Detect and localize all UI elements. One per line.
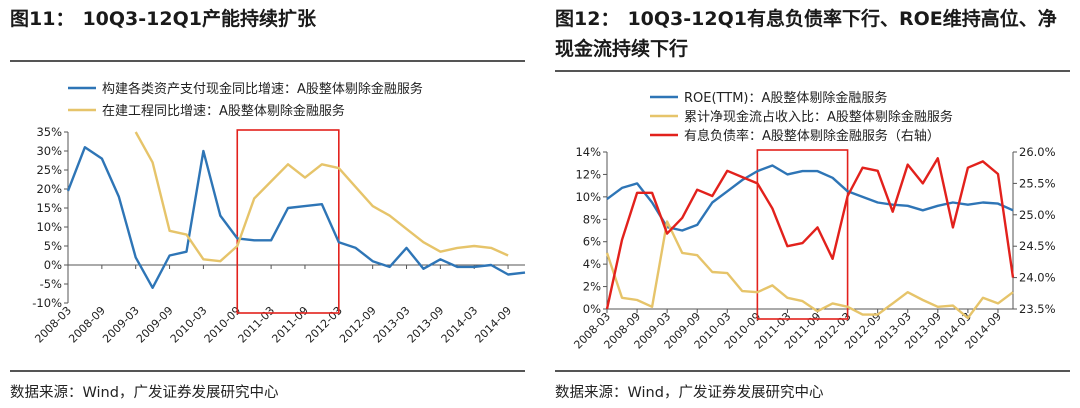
highlight-box (756, 149, 849, 320)
figure-12: 图12： 10Q3-12Q1有息负债率下行、ROE维持高位、净现金流持续下行 RO… (555, 0, 1080, 408)
y-tick-label: 8% (583, 212, 601, 226)
title-rule (555, 70, 1070, 72)
series-line (66, 146, 526, 289)
legend-label: 在建工程同比增速：A股整体剔除金融服务 (102, 103, 345, 119)
y-tick-label: 25% (36, 163, 62, 177)
y2-tick-label: 25.0% (1019, 208, 1056, 222)
y-tick-label: 6% (583, 235, 601, 249)
y-tick-label: 4% (583, 257, 601, 271)
y-tick-label: 20% (36, 182, 62, 196)
y-tick-label: -10% (32, 296, 62, 310)
series-line (605, 220, 1014, 320)
chart-roe-debt-cashflow: ROE(TTM)：A股整体剔除金融服务累计净现金流占收入比：A股整体剔除金融服务… (571, 90, 1056, 352)
series-line (605, 157, 1015, 310)
figure-title: 图12： 10Q3-12Q1有息负债率下行、ROE维持高位、净现金流持续下行 (555, 4, 1070, 64)
series-line (606, 164, 1014, 232)
title-rule (10, 60, 525, 62)
figure-title-text: 10Q3-12Q1有息负债率下行、ROE维持高位、净现金流持续下行 (555, 8, 1057, 60)
legend-label: 构建各类资产支付现金同比增速：A股整体剔除金融服务 (102, 81, 423, 97)
y2-tick-label: 23.5% (1019, 302, 1056, 316)
source-note: 数据来源：Wind，广发证券发展研究中心 (555, 385, 824, 401)
y2-tick-label: 26.0% (1019, 145, 1056, 159)
y-tick-label: 15% (36, 201, 62, 215)
y-tick-label: 12% (575, 167, 601, 181)
source-note: 数据来源：Wind，广发证券发展研究中心 (10, 385, 279, 401)
y-tick-label: 30% (36, 144, 62, 158)
footer-rule (555, 370, 1070, 372)
chart-capacity-expansion: 构建各类资产支付现金同比增速：A股整体剔除金融服务在建工程同比增速：A股整体剔除… (32, 81, 526, 346)
y2-tick-label: 25.5% (1019, 176, 1056, 190)
figure-title-text: 10Q3-12Q1产能持续扩张 (82, 8, 316, 30)
legend-label: 有息负债率：A股整体剔除金融服务（右轴） (684, 128, 940, 144)
x-tick-label: 2014-09 (472, 304, 514, 346)
y-tick-label: 14% (575, 145, 601, 159)
y-tick-label: 5% (44, 239, 62, 253)
y-tick-label: 0% (44, 258, 62, 272)
y-tick-label: 10% (575, 190, 601, 204)
figure-title: 图11： 10Q3-12Q1产能持续扩张 (10, 4, 525, 34)
y2-tick-label: 24.0% (1019, 271, 1056, 285)
y-tick-label: 35% (36, 125, 62, 139)
figure-11: 图11： 10Q3-12Q1产能持续扩张 构建各类资产支付现金同比增速：A股整体剔… (10, 0, 535, 408)
series-line (134, 131, 509, 263)
footer-rule (10, 370, 525, 372)
y-tick-label: 0% (583, 302, 601, 316)
highlight-box (236, 129, 340, 314)
y-tick-label: 2% (583, 280, 601, 294)
y2-tick-label: 24.5% (1019, 239, 1056, 253)
y-tick-label: -5% (40, 277, 62, 291)
y-tick-label: 10% (36, 220, 62, 234)
legend-label: 累计净现金流占收入比：A股整体剔除金融服务 (684, 109, 953, 125)
figure-number: 图11： (10, 8, 75, 30)
figure-number: 图12： (555, 8, 620, 30)
legend-label: ROE(TTM)：A股整体剔除金融服务 (684, 90, 887, 106)
